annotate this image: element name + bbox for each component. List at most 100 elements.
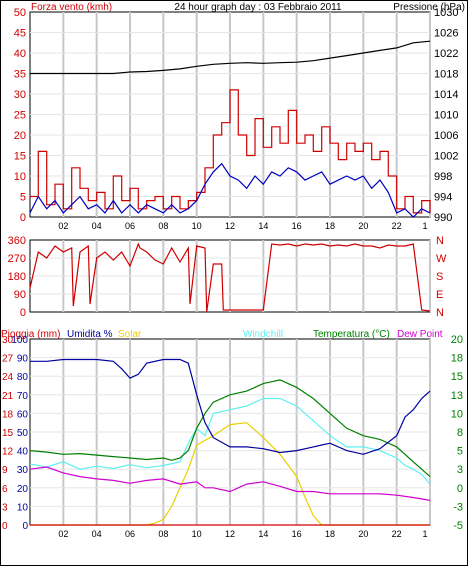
x-tick-label: 10 [192, 529, 202, 539]
y-tick-label: 30 [2, 335, 14, 346]
y-tick-label: 15 [451, 371, 463, 383]
y-tick-label: 270 [8, 253, 26, 265]
y-tick-label: 1010 [434, 110, 458, 122]
rain-tick-labels: 0 3 6 9 12 15 18 21 24 27 30 [2, 335, 14, 532]
y-tick-label: 3 [2, 502, 8, 513]
x-tick-label: 18 [325, 529, 335, 539]
wind-pressure-series [29, 40, 431, 218]
temperature-legend-label: Temperatura (°C) [313, 329, 390, 340]
temperature-line [29, 379, 431, 478]
time-tick-labels-top: 02 04 06 08 10 12 14 16 18 20 22 1 [58, 221, 427, 231]
wind-speed-tick-labels: 0 5 10 15 20 25 30 35 40 45 50 [14, 7, 26, 224]
y-tick-label: 0 [22, 521, 28, 532]
y-tick-label: N [436, 235, 444, 247]
solar-legend-label: Solar [118, 329, 142, 340]
x-tick-label: 22 [392, 221, 402, 231]
temp-humidity-series [29, 358, 431, 526]
y-tick-label: 0 [457, 483, 463, 495]
temp-humidity-grid [30, 339, 431, 525]
y-tick-label: 15 [14, 151, 26, 163]
y-tick-label: 0 [2, 521, 8, 532]
y-tick-label: 60 [17, 409, 29, 420]
wind-direction-line [29, 242, 431, 313]
y-tick-label: -3 [453, 501, 463, 513]
x-tick-label: 12 [225, 221, 235, 231]
y-tick-label: 35 [14, 69, 26, 81]
dewpoint-legend-label: Dew Point [397, 329, 443, 340]
y-tick-label: 0 [20, 307, 26, 319]
y-tick-label: 5 [20, 192, 26, 204]
x-tick-label: 14 [258, 221, 268, 231]
x-tick-label: 06 [125, 529, 135, 539]
y-tick-label: 20 [451, 334, 463, 346]
rain-legend-label: Pioggia (mm) [1, 329, 60, 340]
wind-speed-axis-title: Forza vento (kmh) [31, 2, 112, 13]
x-tick-label: 16 [292, 529, 302, 539]
y-tick-label: 1030 [434, 7, 458, 19]
x-tick-label: 22 [392, 529, 402, 539]
y-tick-label: 70 [17, 391, 29, 402]
y-tick-label: 30 [14, 89, 26, 101]
humidity-legend-label: Umidita % [67, 329, 113, 340]
y-tick-label: 6 [2, 484, 8, 495]
x-tick-label: 04 [92, 529, 102, 539]
y-tick-label: 20 [17, 484, 29, 495]
pressure-line [30, 40, 431, 75]
y-tick-label: 24 [2, 372, 14, 383]
y-tick-label: 1006 [434, 130, 458, 142]
y-tick-label: 90 [17, 354, 29, 365]
y-tick-label: -5 [453, 520, 463, 532]
y-tick-label: E [436, 289, 443, 301]
y-tick-label: 50 [17, 428, 29, 439]
pressure-tick-labels: 990 994 998 1002 1006 1010 1014 1018 1022 1026 103… [434, 7, 458, 224]
y-tick-label: 90 [14, 289, 26, 301]
y-tick-label: 360 [8, 235, 26, 247]
y-tick-label: 1002 [434, 151, 458, 163]
solar-line [30, 422, 430, 526]
wind-direction-degree-labels: 0 90 180 270 360 [8, 235, 26, 319]
y-tick-label: 12 [2, 447, 14, 458]
y-tick-label: 3 [457, 464, 463, 476]
y-tick-label: 25 [14, 110, 26, 122]
chart-title: 24 hour graph day : 03 Febbraio 2011 [174, 2, 342, 13]
temperature-tick-labels: -5 -3 0 3 5 8 10 13 15 18 20 [451, 334, 463, 532]
y-tick-label: 1026 [434, 28, 458, 40]
y-tick-label: W [436, 253, 447, 265]
y-tick-label: 80 [17, 372, 29, 383]
y-tick-label: 1014 [434, 89, 458, 101]
time-tick-labels-bottom: 02 04 06 08 10 12 14 16 18 20 22 1 [58, 529, 427, 539]
y-tick-label: 40 [14, 48, 26, 60]
y-tick-label: 45 [14, 28, 26, 40]
y-tick-label: 15 [2, 428, 14, 439]
dewpoint-line [29, 466, 431, 501]
y-tick-label: 40 [17, 447, 29, 458]
y-tick-label: 180 [8, 271, 26, 283]
y-tick-label: 30 [17, 465, 29, 476]
y-tick-label: 990 [434, 212, 452, 224]
y-tick-label: 1018 [434, 69, 458, 81]
x-tick-label: 06 [125, 221, 135, 231]
y-tick-label: 5 [457, 446, 463, 458]
y-tick-label: 1022 [434, 48, 458, 60]
y-tick-label: S [436, 271, 443, 283]
humidity-tick-labels: 0 10 20 30 40 50 60 70 80 90 100 [11, 335, 28, 532]
y-tick-label: 0 [20, 212, 26, 224]
y-tick-label: 21 [2, 391, 14, 402]
x-tick-label: 12 [225, 529, 235, 539]
windchill-line [29, 397, 431, 485]
y-tick-label: 8 [457, 427, 463, 439]
windchill-legend-label: Windchill [243, 329, 283, 340]
y-tick-label: 50 [14, 7, 26, 19]
x-tick-label: 08 [158, 529, 168, 539]
y-tick-label: 10 [14, 171, 26, 183]
pressure-axis-title: Pressione (hPa) [393, 2, 465, 13]
y-tick-label: 18 [2, 409, 14, 420]
y-tick-label: 994 [434, 192, 452, 204]
wind-speed-line [30, 89, 431, 214]
x-tick-label: 14 [258, 529, 268, 539]
y-tick-label: N [436, 307, 444, 319]
x-tick-label: 10 [192, 221, 202, 231]
x-tick-label: 02 [58, 529, 68, 539]
